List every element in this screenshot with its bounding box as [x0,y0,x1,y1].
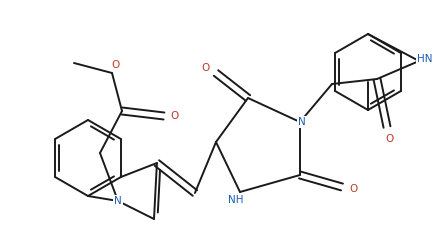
Text: O: O [350,184,358,194]
Text: NH: NH [228,195,244,205]
Text: O: O [170,111,178,121]
Text: N: N [114,196,122,206]
Text: O: O [386,134,394,144]
Text: O: O [111,60,119,70]
Text: HN: HN [417,54,433,64]
Text: O: O [202,63,210,73]
Text: N: N [298,117,306,127]
